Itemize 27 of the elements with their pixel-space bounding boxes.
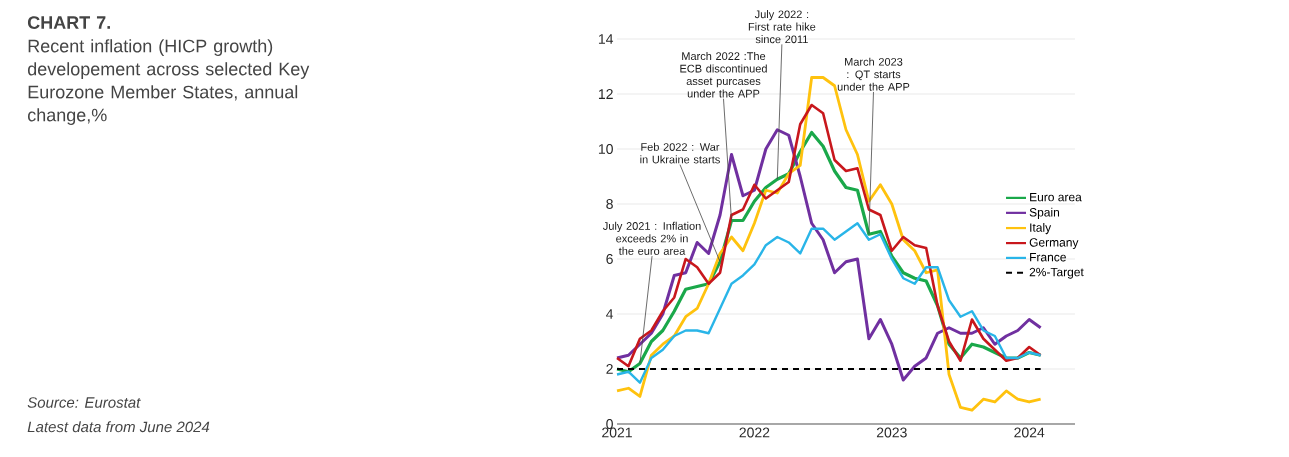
text: CHART 7. [27,16,110,29]
y-tick-label: 6 [606,254,613,264]
legend-label: 2%-Target [1029,267,1084,279]
annotation: July 2022 : First rate hike since 2011 [748,10,816,44]
source-note: Source: Eurostat [27,397,141,408]
legend-label: Spain [1029,207,1060,219]
legend-label: Euro area [1030,193,1082,202]
y-tick-label: 2 [606,364,613,374]
annotation: Feb 2022 : War in Ukraine starts [640,142,720,164]
annotation: July 2021 : Inflation exceeds 2% in the euro area [603,221,701,255]
x-tick-label: 2024 [1014,427,1045,438]
y-tick-label: 0 [606,419,613,429]
x-tick-label: 2021 [602,427,632,438]
y-tick-label: 8 [606,199,613,209]
y-tick-label: 14 [598,34,614,44]
annotation: March 2023 : QT starts under the APP [837,57,910,91]
text: Latest data from June 2024 [27,421,210,433]
legend-label: France [1030,253,1066,262]
annotation: March 2022 :The ECB discontinued asset purcases under the APP [680,51,767,98]
x-tick-label: 2022 [739,427,770,438]
y-tick-label: 10 [598,144,613,154]
x-tick-label: 2023 [876,427,907,438]
legend-label: Italy [1030,222,1052,235]
text: Recent inflation (HICP growth) developement across selected Key Eurozone Member States, annual change,% [27,39,310,125]
y-tick-label: 4 [606,309,614,319]
legend-label: Germany [1029,238,1079,250]
y-tick-label: 12 [598,89,613,99]
